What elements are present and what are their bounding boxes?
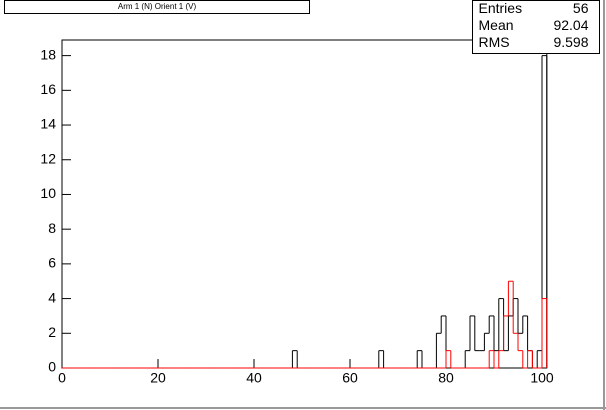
stats-label: Mean	[479, 17, 514, 33]
x-tick-label: 20	[150, 370, 166, 386]
stats-box	[472, 0, 600, 54]
x-tick-label: 40	[246, 370, 262, 386]
chart-title: Arm 1 (N) Orient 1 (V)	[118, 2, 197, 11]
title-box	[4, 0, 310, 14]
y-tick-label: 14	[40, 116, 56, 132]
stats-value: 9.598	[553, 34, 588, 50]
stats-label: Entries	[479, 0, 523, 16]
x-tick-label: 60	[342, 370, 358, 386]
y-tick-label: 8	[48, 220, 56, 236]
stats-value: 92.04	[553, 17, 588, 33]
x-tick-label: 80	[438, 370, 454, 386]
x-tick-label: 0	[58, 370, 66, 386]
y-tick-label: 16	[40, 81, 56, 97]
y-tick-label: 4	[48, 289, 56, 305]
stats-label: RMS	[479, 34, 510, 50]
y-tick-label: 6	[48, 255, 56, 271]
y-tick-label: 10	[40, 185, 56, 201]
x-tick-label: 100	[530, 370, 554, 386]
y-tick-label: 0	[48, 359, 56, 375]
y-tick-label: 18	[40, 46, 56, 62]
stats-value: 56	[573, 0, 589, 16]
plot-frame	[61, 39, 548, 369]
y-tick-label: 12	[40, 150, 56, 166]
y-tick-label: 2	[48, 324, 56, 340]
